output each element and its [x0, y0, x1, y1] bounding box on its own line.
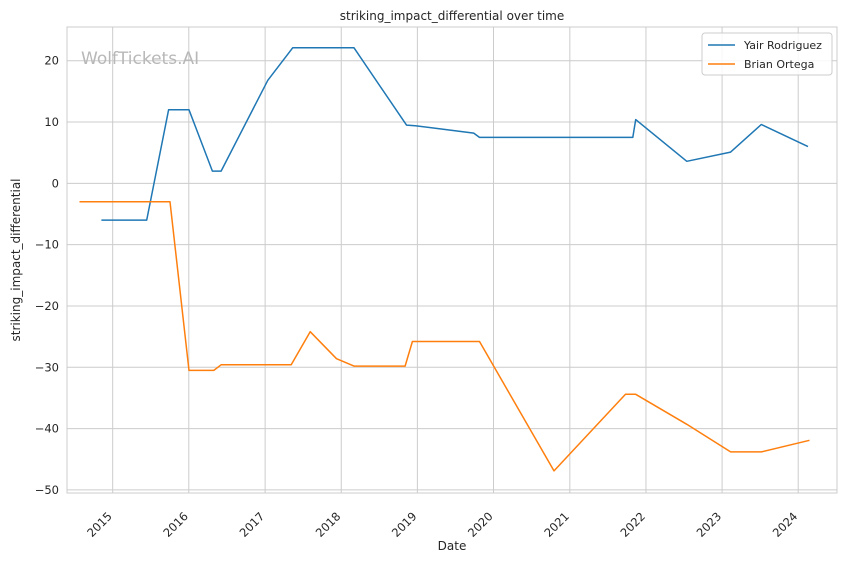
y-tick-label: −50 [35, 483, 59, 497]
y-tick-label: 10 [44, 115, 59, 129]
x-tick-label: 2022 [617, 509, 648, 540]
y-tick-label: 0 [52, 176, 59, 190]
y-tick-label: −10 [35, 238, 59, 252]
x-tick-label: 2015 [84, 509, 115, 540]
grid-lines [67, 27, 837, 493]
x-axis-title: Date [438, 539, 467, 553]
y-tick-label: −20 [35, 299, 59, 313]
legend: Yair Rodriguez Brian Ortega [701, 32, 833, 76]
x-tick-label: 2019 [389, 509, 420, 540]
y-tick-label: −40 [35, 422, 59, 436]
watermark-text: WolfTickets.AI [81, 49, 199, 69]
x-tick-label: 2017 [237, 509, 268, 540]
series-line-brian-ortega [79, 201, 810, 472]
y-tick-label: −30 [35, 360, 59, 374]
legend-label-brian-ortega: Brian Ortega [744, 58, 814, 71]
series-line-yair-rodriguez [101, 47, 809, 221]
x-tick-label: 2016 [160, 509, 191, 540]
series-lines [79, 47, 810, 472]
plot-frame [66, 26, 838, 494]
chart-title: striking_impact_differential over time [340, 9, 565, 23]
y-axis-title: striking_impact_differential [9, 178, 23, 341]
plot-area-background [67, 27, 837, 493]
x-tick-label: 2021 [541, 509, 572, 540]
x-tick-label: 2023 [694, 509, 725, 540]
x-tick-label: 2018 [313, 509, 344, 540]
x-tick-label: 2020 [465, 509, 496, 540]
x-tick-label: 2024 [770, 509, 801, 540]
legend-label-yair-rodriguez: Yair Rodriguez [743, 39, 822, 52]
y-tick-label: 20 [44, 54, 59, 68]
